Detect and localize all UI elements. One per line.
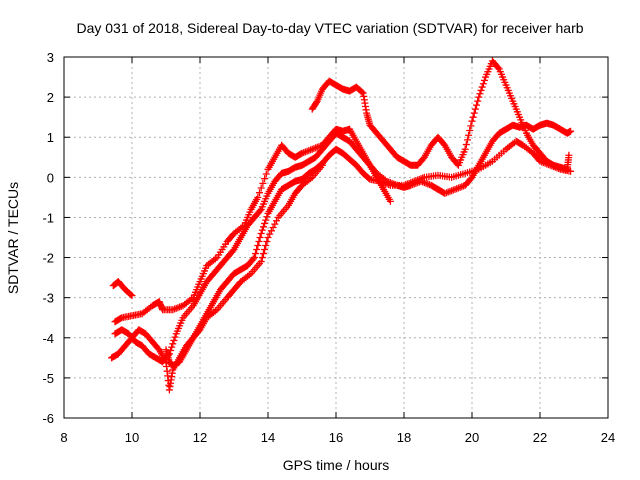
x-tick-label: 12 [193,430,207,445]
x-tick-label: 18 [397,430,411,445]
data-point [468,117,476,125]
data-point [167,346,175,354]
data-point [257,184,265,192]
data-point [479,80,487,88]
x-tick-label: 22 [533,430,547,445]
series-track-6 [162,161,326,370]
data-point [259,250,267,258]
data-point [469,113,477,121]
series-track-5 [308,57,573,173]
data-point [465,131,473,139]
data-point [480,76,488,84]
y-axis-title: SDTVAR / TECUs [5,182,21,294]
data-point [476,90,484,98]
data-point [271,220,279,228]
grid-lines [64,57,608,418]
data-point [467,122,475,130]
y-tick-label: 0 [47,170,54,185]
data-point [263,238,271,246]
data-point [262,242,270,250]
axis-ticks [63,56,609,419]
data-point [565,151,573,159]
y-tick-labels: -6 -5 -4 -3 -2 -1 0 1 2 3 [42,50,54,426]
data-point [254,242,262,250]
chart-title: Day 031 of 2018, Sidereal Day-to-day VTE… [76,20,583,36]
data-point [256,207,264,215]
data-point [256,234,264,241]
data-point [462,141,470,149]
data-point [250,254,258,262]
series-track-1 [109,278,136,300]
data-point [257,229,265,237]
data-point [258,226,266,234]
data-point [259,179,267,187]
data-point [249,255,257,263]
data-point [461,145,469,153]
data-point [253,246,261,254]
data-point [478,83,486,91]
data-point [266,230,274,238]
x-tick-label: 10 [125,430,139,445]
data-point [256,189,263,197]
y-tick-label: -2 [42,251,54,266]
data-point [258,254,266,262]
data-point [471,105,479,113]
data-point [261,219,269,227]
y-tick-label: 1 [47,130,54,145]
x-tick-label: 24 [601,430,615,445]
data-point [169,340,177,348]
data-point [261,246,269,254]
data-point [267,227,275,235]
data-point [473,101,481,109]
data-point [358,88,366,96]
data-point [474,97,482,105]
data-point [273,217,280,225]
x-tick-label: 20 [465,430,479,445]
data-point [252,250,260,258]
data-point [170,336,178,344]
series-track-2 [111,125,394,326]
x-tick-label: 14 [261,430,275,445]
data-point [386,197,394,205]
data-point [477,86,485,94]
data-point [127,291,135,299]
data-point [262,216,270,224]
y-tick-label: 3 [47,50,54,65]
series-track-4 [108,137,575,394]
x-tick-label: 16 [329,430,343,445]
data-point [470,109,478,117]
x-tick-label: 8 [60,430,67,445]
data-point [254,193,262,201]
data-point [567,127,575,135]
data-points [108,57,575,394]
data-point [262,170,270,178]
y-tick-label: -1 [42,210,54,225]
data-point [259,223,267,231]
data-point [128,292,136,300]
data-point [171,333,179,341]
data-point [475,93,483,101]
x-axis-title: GPS time / hours [283,457,390,473]
y-tick-label: -6 [42,411,54,426]
y-tick-label: 2 [47,90,54,105]
data-point [263,213,271,221]
y-tick-label: -5 [42,371,54,386]
data-point [269,223,277,231]
data-point [466,127,474,135]
y-tick-label: -4 [42,331,54,346]
data-point [463,136,471,144]
data-point [261,175,269,183]
data-point [318,161,326,169]
data-point [257,258,265,266]
y-tick-label: -3 [42,291,54,306]
x-tick-labels: 8 10 12 14 16 18 20 22 24 [60,430,615,445]
data-point [255,238,263,246]
data-point [264,234,272,241]
data-point [168,343,176,351]
data-point [494,64,502,72]
